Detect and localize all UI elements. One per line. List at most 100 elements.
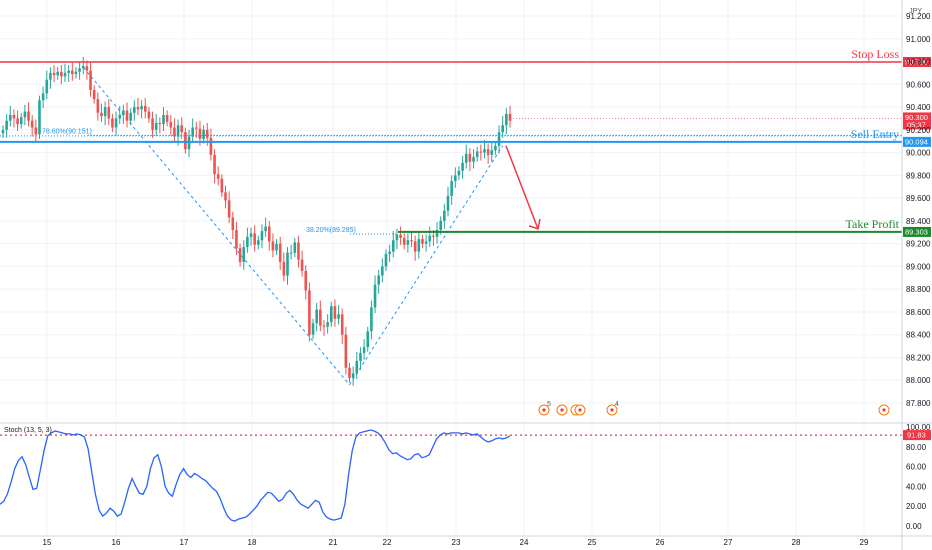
candle[interactable] xyxy=(494,141,497,155)
candle[interactable] xyxy=(486,143,490,164)
candle[interactable] xyxy=(235,222,238,256)
stochastic-pane[interactable]: 100.00 80.00 60.00 40.00 20.00 0.00 91.83 xyxy=(0,423,931,531)
candle[interactable] xyxy=(366,326,370,352)
candle[interactable] xyxy=(267,220,271,251)
candle[interactable] xyxy=(370,300,373,340)
candle[interactable] xyxy=(297,235,300,268)
candle[interactable] xyxy=(359,347,362,370)
candle[interactable] xyxy=(260,224,264,249)
candle[interactable] xyxy=(410,231,413,248)
candle[interactable] xyxy=(457,166,461,180)
candle[interactable] xyxy=(71,62,74,81)
candle[interactable] xyxy=(107,99,111,126)
candle[interactable] xyxy=(5,113,8,138)
candle[interactable] xyxy=(30,115,34,137)
candle[interactable] xyxy=(377,269,380,294)
candle[interactable] xyxy=(103,101,107,126)
candle[interactable] xyxy=(63,63,67,83)
candle[interactable] xyxy=(348,363,351,383)
candle[interactable] xyxy=(278,236,282,270)
candle[interactable] xyxy=(238,243,242,267)
candle[interactable] xyxy=(289,244,293,260)
candle[interactable] xyxy=(351,366,355,386)
candle[interactable] xyxy=(45,70,49,100)
candle[interactable] xyxy=(443,203,446,229)
candle[interactable] xyxy=(505,108,508,135)
candle[interactable] xyxy=(78,61,81,80)
candle[interactable] xyxy=(224,185,227,209)
candle[interactable] xyxy=(395,228,399,250)
candle[interactable] xyxy=(479,144,483,161)
candle[interactable] xyxy=(56,67,60,80)
candle[interactable] xyxy=(257,235,260,250)
candle[interactable] xyxy=(129,108,132,126)
candle[interactable] xyxy=(249,227,253,246)
candle[interactable] xyxy=(391,231,395,258)
candle[interactable] xyxy=(143,97,147,119)
candle[interactable] xyxy=(282,252,286,282)
candle[interactable] xyxy=(304,265,308,300)
candle[interactable] xyxy=(446,186,450,217)
candle[interactable] xyxy=(187,129,191,158)
candle[interactable] xyxy=(293,237,297,258)
candle[interactable] xyxy=(184,127,187,154)
candle[interactable] xyxy=(213,149,216,184)
candle[interactable] xyxy=(472,149,475,169)
candle[interactable] xyxy=(399,226,402,245)
event-marker[interactable]: 4 xyxy=(606,401,619,416)
candle[interactable] xyxy=(468,148,472,171)
event-marker[interactable] xyxy=(556,404,568,416)
candle[interactable] xyxy=(319,300,322,332)
candle[interactable] xyxy=(34,119,38,142)
candle[interactable] xyxy=(322,319,326,336)
candle[interactable] xyxy=(162,107,165,131)
candle[interactable] xyxy=(508,105,512,128)
candle[interactable] xyxy=(402,233,406,250)
candle[interactable] xyxy=(67,64,70,83)
candle[interactable] xyxy=(195,121,198,138)
candle[interactable] xyxy=(85,60,89,80)
candle[interactable] xyxy=(264,217,267,237)
candle[interactable] xyxy=(373,275,377,314)
candle[interactable] xyxy=(413,235,417,261)
candle[interactable] xyxy=(118,105,122,125)
candle[interactable] xyxy=(169,115,173,136)
candle[interactable] xyxy=(96,92,100,121)
candle[interactable] xyxy=(216,166,220,186)
candle[interactable] xyxy=(355,351,359,380)
levels-layer[interactable]: Stop Loss 90.796 Sell Entry 90.094 Take Prof… xyxy=(0,47,931,237)
candle[interactable] xyxy=(329,301,333,327)
candle[interactable] xyxy=(300,250,304,277)
candle[interactable] xyxy=(147,107,151,123)
candle[interactable] xyxy=(475,146,479,162)
event-marker[interactable]: 5 xyxy=(538,401,551,416)
candle[interactable] xyxy=(417,231,421,259)
candle[interactable] xyxy=(424,234,428,252)
candle[interactable] xyxy=(140,100,143,119)
candle[interactable] xyxy=(60,64,63,85)
candle[interactable] xyxy=(52,64,56,83)
candle[interactable] xyxy=(337,305,340,325)
candle[interactable] xyxy=(92,85,96,104)
candle[interactable] xyxy=(384,249,388,271)
candle[interactable] xyxy=(41,86,45,109)
candle[interactable] xyxy=(165,110,169,127)
candle[interactable] xyxy=(49,67,52,89)
candle[interactable] xyxy=(453,167,457,188)
candle[interactable] xyxy=(428,226,432,248)
candle[interactable] xyxy=(227,191,231,224)
candle[interactable] xyxy=(100,103,103,122)
candle[interactable] xyxy=(136,97,140,116)
candle[interactable] xyxy=(202,125,205,144)
candle[interactable] xyxy=(81,56,85,75)
candle[interactable] xyxy=(501,116,505,138)
candle[interactable] xyxy=(158,117,162,134)
candle[interactable] xyxy=(122,104,125,125)
candle[interactable] xyxy=(154,113,158,136)
candle[interactable] xyxy=(220,174,224,197)
candle[interactable] xyxy=(271,233,275,258)
candle[interactable] xyxy=(180,117,184,139)
candle[interactable] xyxy=(111,113,114,133)
event-marker[interactable] xyxy=(878,404,890,416)
candle[interactable] xyxy=(231,211,235,240)
